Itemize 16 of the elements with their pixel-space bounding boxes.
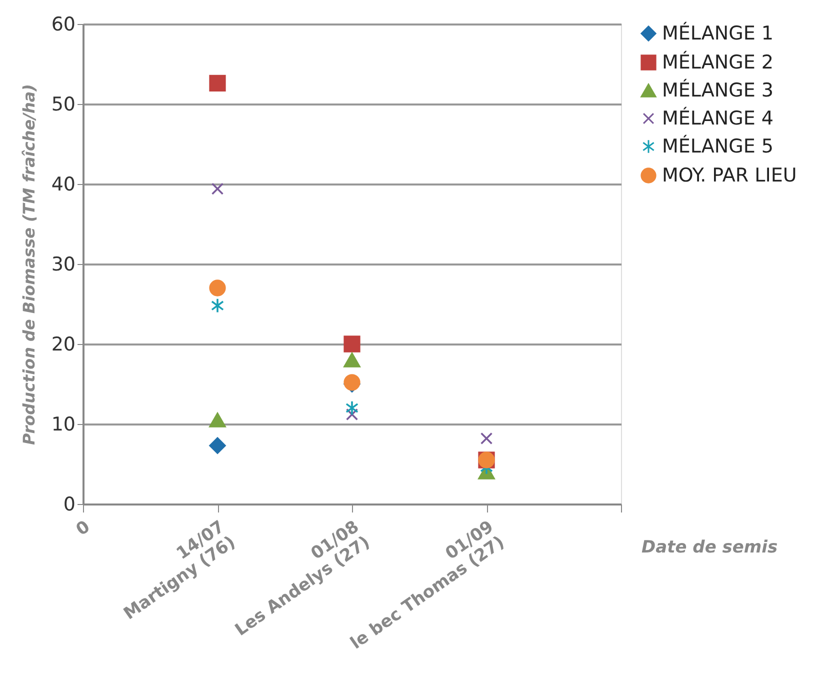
legend-label: MOY. PAR LIEU — [662, 164, 797, 186]
y-tick-label: 50 — [51, 94, 76, 116]
y-axis-title: Production de Biomasse (TM fraîche/ha) — [19, 84, 38, 445]
legend-label: MÉLANGE 5 — [662, 134, 774, 158]
x-tick-label: 0 — [72, 516, 94, 540]
legend-label: MÉLANGE 2 — [662, 50, 774, 74]
legend-label: MÉLANGE 1 — [662, 22, 774, 44]
y-tick-label: 60 — [51, 14, 76, 36]
legend-label: MÉLANGE 3 — [662, 78, 774, 102]
y-tick-label: 20 — [51, 334, 76, 356]
y-tick-label: 0 — [63, 494, 76, 516]
x-axis-title: Date de semis — [642, 538, 778, 558]
y-tick-label: 30 — [51, 254, 76, 276]
legend-label: MÉLANGE 4 — [662, 106, 774, 130]
y-tick-label: 40 — [51, 174, 76, 196]
y-tick-label: 10 — [51, 414, 76, 436]
